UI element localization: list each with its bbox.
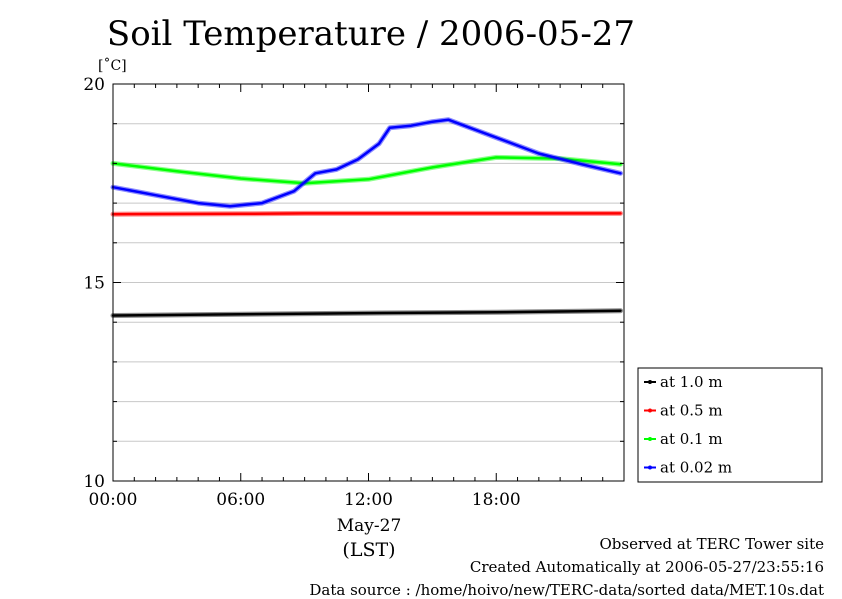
legend-label: at 0.02 m — [660, 459, 732, 477]
series-lines — [110, 117, 623, 318]
series-line — [111, 156, 622, 185]
legend-marker — [648, 408, 652, 413]
legend-marker — [648, 437, 652, 441]
y-tick-label: 10 — [83, 472, 105, 492]
series-line — [111, 212, 622, 216]
x-tick-label: 06:00 — [216, 490, 265, 510]
y-tick-label: 15 — [83, 274, 105, 294]
series-line — [111, 309, 622, 317]
x-axis-unit-label: (LST) — [342, 539, 395, 561]
legend-marker — [648, 380, 652, 384]
footer-observed-site: Observed at TERC Tower site — [599, 535, 824, 553]
x-tick-label: 18:00 — [472, 490, 521, 510]
x-axis-date-label: May-27 — [337, 516, 402, 536]
series-line — [111, 118, 622, 208]
legend-label: at 0.1 m — [660, 430, 723, 448]
footer-created-timestamp: Created Automatically at 2006-05-27/23:5… — [469, 558, 824, 576]
legend: at 1.0 m at 0.5 m at 0.1 m at 0.02 m — [637, 367, 823, 483]
legend-box — [637, 367, 823, 483]
grid-lines — [113, 123, 624, 442]
footer-data-source: Data source : /home/hoivo/new/TERC-data/… — [309, 581, 824, 599]
axis-ticks: 10 15 20 00:00 06:00 12:00 18:00 — [83, 75, 625, 510]
legend-label: at 0.5 m — [660, 402, 723, 420]
y-tick-label: 20 — [83, 75, 105, 95]
legend-marker — [648, 465, 652, 470]
legend-label: at 1.0 m — [660, 373, 723, 391]
y-axis-unit: [˚C] — [98, 57, 127, 74]
x-tick-label: 12:00 — [344, 490, 393, 510]
chart-title: Soil Temperature / 2006-05-27 — [106, 14, 636, 54]
x-tick-label: 00:00 — [89, 490, 138, 510]
